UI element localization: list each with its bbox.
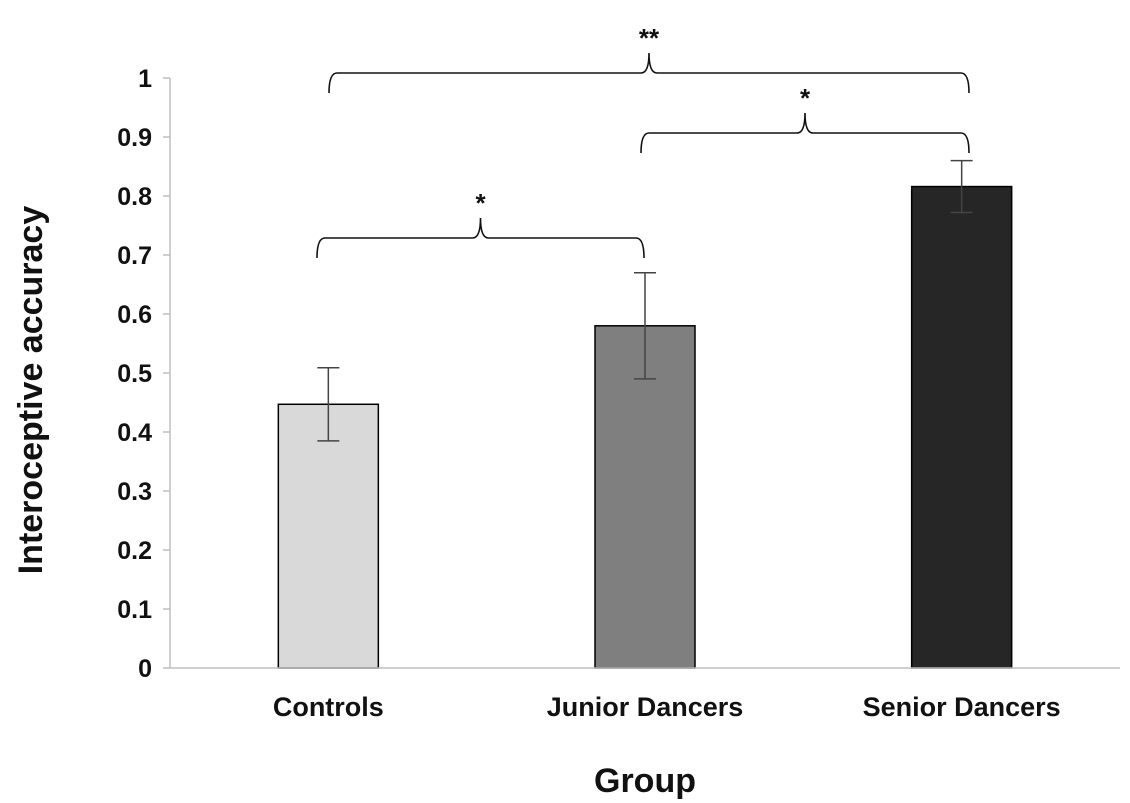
y-tick-label: 0.2 — [117, 537, 152, 565]
x-tick-label: Controls — [273, 692, 384, 722]
significance-bracket: * — [640, 83, 970, 154]
x-tick-label: Junior Dancers — [547, 692, 744, 722]
y-tick-label: 0.8 — [117, 183, 152, 211]
y-tick-label: 0.1 — [117, 596, 152, 624]
x-tick-label: Senior Dancers — [863, 692, 1061, 722]
significance-label: * — [800, 83, 811, 113]
x-axis: Controls Junior Dancers Senior Dancers — [170, 667, 1120, 722]
bar-controls — [277, 403, 380, 669]
y-tick-label: 0 — [138, 655, 152, 683]
error-bars — [317, 159, 973, 442]
x-axis-title: Group — [594, 762, 696, 800]
significance-label: * — [475, 188, 486, 218]
y-tick-label: 1 — [138, 65, 152, 93]
y-axis-title: Interoceptive accuracy — [12, 206, 50, 575]
bar-senior-dancers — [910, 185, 1013, 669]
error-bar — [634, 271, 656, 380]
significance-bracket: * — [316, 188, 645, 259]
error-bar — [950, 159, 973, 214]
error-bar — [317, 366, 340, 442]
significance-label: ** — [639, 23, 660, 53]
y-tick-label: 0.4 — [117, 419, 152, 447]
y-tick-label: 0.3 — [117, 478, 152, 506]
bars — [277, 185, 1013, 669]
y-tick-label: 0.6 — [117, 301, 152, 329]
y-axis: 0 0.1 0.2 0.3 0.4 0.5 0.6 0.7 0.8 0.9 1 — [117, 65, 171, 683]
significance-bracket: ** — [328, 23, 970, 94]
significance-brackets: **** — [316, 23, 970, 259]
bar-junior-dancers — [594, 325, 696, 669]
y-tick-label: 0.7 — [117, 242, 152, 270]
y-tick-label: 0.9 — [117, 124, 152, 152]
y-tick-label: 0.5 — [117, 360, 152, 388]
